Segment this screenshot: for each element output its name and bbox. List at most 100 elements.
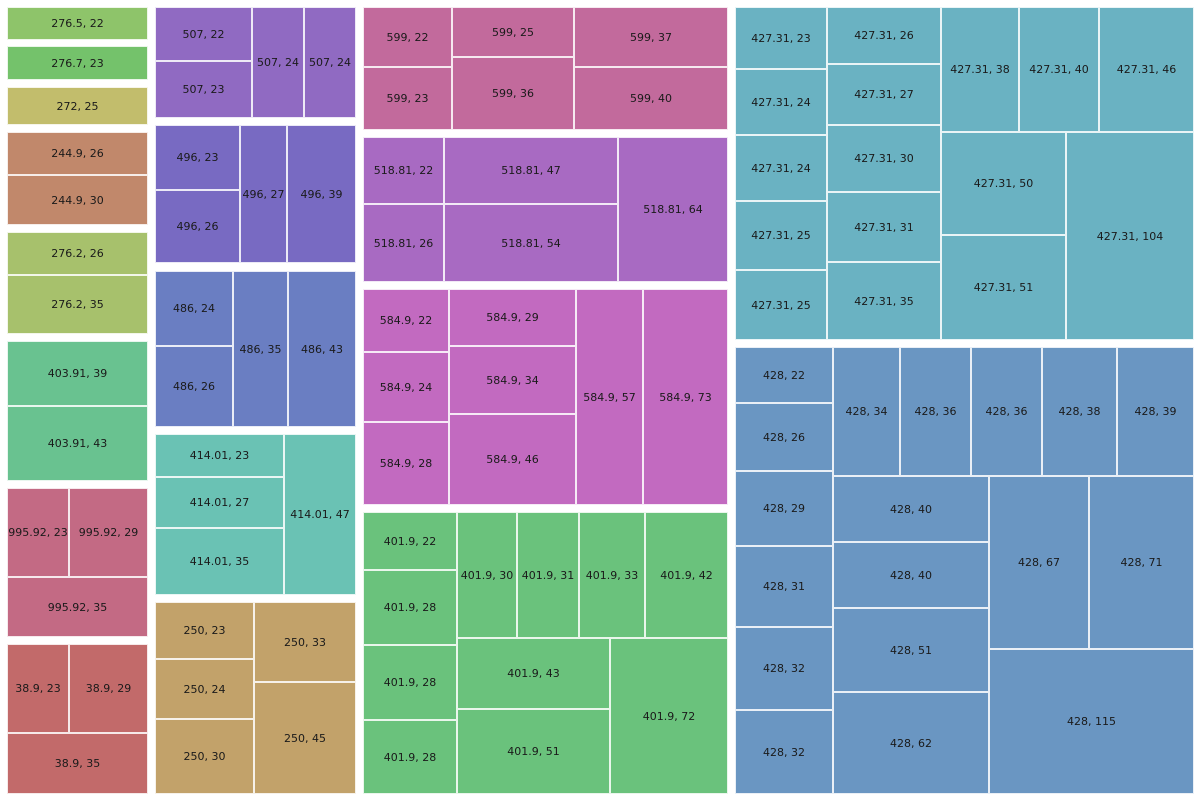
treemap-cell-428-1: 428, 26: [735, 403, 833, 471]
treemap-cell-276-7-0: 276.7, 23: [7, 46, 148, 80]
treemap-cell-414-01-1: 414.01, 27: [155, 477, 284, 528]
treemap-cell-428-6: 428, 34: [833, 347, 900, 476]
treemap-cell-428-11: 428, 40: [833, 476, 989, 542]
treemap-cell-401-9-7: 401.9, 42: [645, 512, 728, 638]
treemap-cell-428-10: 428, 39: [1117, 347, 1194, 476]
treemap-cell-label: 427.31, 46: [1116, 63, 1177, 76]
treemap-cell-label: 599, 23: [386, 92, 429, 105]
treemap-cell-label: 428, 115: [1067, 715, 1116, 728]
treemap-cell-label: 276.5, 22: [51, 17, 104, 30]
treemap-cell-507-1: 507, 23: [155, 61, 252, 118]
treemap-cell-label: 507, 23: [182, 83, 225, 96]
treemap-cell-401-9-3: 401.9, 28: [363, 720, 457, 794]
treemap-cell-428-2: 428, 29: [735, 471, 833, 546]
treemap-cell-276-2-0: 276.2, 26: [7, 232, 148, 275]
treemap-cell-label: 584.9, 73: [659, 390, 712, 404]
treemap-cell-label: 428, 22: [763, 368, 805, 382]
treemap-cell-276-2-1: 276.2, 35: [7, 275, 148, 334]
treemap-cell-label: 414.01, 27: [189, 496, 250, 509]
treemap-cell-label: 584.9, 24: [379, 380, 433, 394]
treemap-cell-401-9-8: 401.9, 43: [457, 638, 610, 709]
treemap-cell-label: 427.31, 51: [973, 281, 1034, 294]
treemap-cell-label: 414.01, 47: [290, 508, 350, 521]
treemap-cell-428-16: 428, 71: [1089, 476, 1194, 649]
treemap-cell-label: 599, 22: [386, 30, 429, 44]
treemap-cell-427-31-12: 427.31, 46: [1099, 7, 1194, 132]
treemap-cell-584-9-1: 584.9, 24: [363, 352, 449, 422]
treemap-cell-599-3: 599, 36: [452, 57, 574, 130]
treemap-cell-label: 584.9, 22: [379, 314, 433, 327]
treemap-cell-label: 401.9, 33: [585, 568, 639, 582]
treemap-cell-584-9-4: 584.9, 34: [449, 346, 576, 414]
treemap-cell-label: 428, 62: [890, 736, 932, 750]
treemap-cell-584-9-3: 584.9, 29: [449, 289, 576, 346]
treemap-cell-label: 244.9, 30: [51, 193, 104, 207]
treemap-cell-label: 427.31, 104: [1096, 229, 1164, 243]
treemap-cell-label: 428, 38: [1058, 405, 1101, 418]
treemap-cell-428-9: 428, 38: [1042, 347, 1117, 476]
treemap-cell-label: 428, 31: [763, 580, 805, 593]
treemap-cell-427-31-3: 427.31, 25: [735, 201, 827, 270]
treemap-cell-507-0: 507, 22: [155, 7, 252, 61]
treemap-cell-label: 496, 27: [242, 187, 285, 201]
treemap-cell-414-01-0: 414.01, 23: [155, 434, 284, 477]
treemap-cell-401-9-9: 401.9, 51: [457, 709, 610, 794]
treemap-cell-label: 427.31, 35: [854, 294, 914, 308]
treemap-cell-403-91-0: 403.91, 39: [7, 341, 148, 406]
treemap-cell-label: 250, 33: [284, 635, 326, 649]
treemap-cell-label: 414.01, 35: [189, 555, 250, 568]
treemap-cell-label: 250, 23: [183, 624, 226, 637]
treemap-cell-427-31-7: 427.31, 30: [827, 125, 941, 192]
treemap-cell-250-4: 250, 45: [254, 682, 356, 794]
treemap-cell-label: 403.91, 43: [47, 437, 108, 450]
treemap-cell-599-0: 599, 22: [363, 7, 452, 67]
treemap-cell-427-31-9: 427.31, 35: [827, 262, 941, 340]
treemap-cell-38-9-1: 38.9, 29: [69, 644, 148, 733]
treemap-cell-label: 507, 24: [309, 56, 351, 69]
treemap-cell-label: 428, 40: [890, 502, 932, 516]
treemap-cell-label: 428, 36: [985, 405, 1028, 418]
treemap-cell-label: 427.31, 38: [950, 63, 1010, 76]
treemap-cell-label: 599, 36: [492, 87, 534, 100]
treemap-cell-486-0: 486, 24: [155, 271, 233, 346]
treemap-cell-507-2: 507, 24: [252, 7, 304, 118]
treemap-cell-428-5: 428, 32: [735, 710, 833, 794]
treemap-cell-label: 401.9, 22: [383, 534, 437, 548]
treemap-cell-label: 428, 29: [763, 502, 805, 515]
treemap-cell-518-81-2: 518.81, 47: [444, 137, 618, 204]
treemap-cell-label: 599, 25: [492, 25, 534, 39]
treemap-cell-496-3: 496, 39: [287, 125, 356, 263]
treemap-cell-label: 401.9, 72: [642, 709, 696, 723]
treemap-cell-584-9-6: 584.9, 57: [576, 289, 643, 505]
treemap-cell-label: 401.9, 42: [660, 568, 713, 582]
treemap-cell-428-15: 428, 67: [989, 476, 1089, 649]
treemap-cell-427-31-6: 427.31, 27: [827, 64, 941, 125]
treemap-cell-250-1: 250, 24: [155, 659, 254, 719]
treemap-cell-label: 496, 26: [176, 220, 219, 233]
treemap-cell-label: 995.92, 23: [8, 526, 68, 539]
treemap-cell-label: 427.31, 25: [751, 298, 811, 312]
treemap-cell-401-9-5: 401.9, 31: [517, 512, 579, 638]
treemap-cell-427-31-13: 427.31, 50: [941, 132, 1066, 235]
treemap-cell-label: 250, 45: [284, 731, 326, 745]
treemap-cell-401-9-0: 401.9, 22: [363, 512, 457, 570]
treemap-cell-label: 401.9, 28: [383, 750, 437, 764]
treemap-cell-label: 427.31, 31: [854, 220, 914, 234]
treemap-cell-428-3: 428, 31: [735, 546, 833, 627]
treemap-cell-label: 428, 32: [763, 745, 805, 759]
treemap-cell-label: 584.9, 57: [583, 390, 636, 404]
treemap-cell-label: 599, 40: [630, 92, 672, 105]
treemap-cell-584-9-0: 584.9, 22: [363, 289, 449, 352]
treemap-cell-label: 276.7, 23: [51, 56, 104, 70]
treemap-cell-label: 427.31, 26: [854, 29, 914, 42]
treemap-cell-label: 276.2, 35: [51, 298, 104, 311]
treemap-cell-428-13: 428, 51: [833, 608, 989, 692]
treemap-cell-label: 496, 39: [300, 187, 343, 201]
treemap-cell-label: 427.31, 27: [854, 88, 914, 101]
treemap-cell-599-4: 599, 37: [574, 7, 728, 67]
treemap-cell-label: 486, 43: [301, 342, 343, 356]
treemap-cell-label: 38.9, 23: [15, 682, 61, 695]
treemap-cell-584-9-7: 584.9, 73: [643, 289, 728, 505]
treemap-cell-428-4: 428, 32: [735, 627, 833, 710]
treemap-cell-401-9-2: 401.9, 28: [363, 645, 457, 720]
